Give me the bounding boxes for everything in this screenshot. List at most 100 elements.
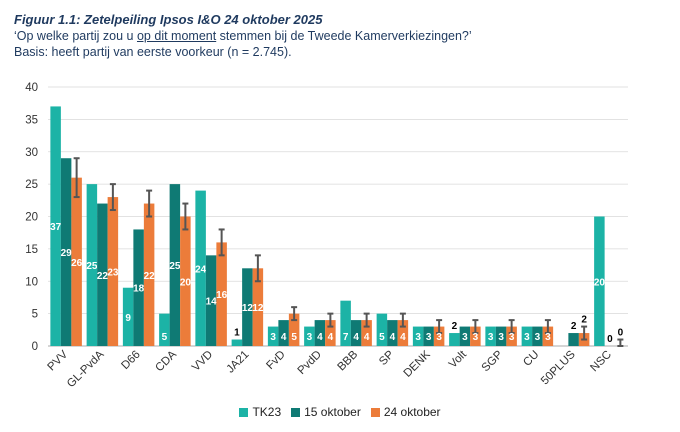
data-label: 4 (390, 332, 396, 343)
x-tick-label: FvD (264, 349, 287, 372)
bar-TK23-SGP (485, 326, 496, 346)
bar-15-oktober-DENK (423, 326, 434, 346)
y-tick-label: 0 (32, 341, 38, 353)
x-tick-label: SP (377, 348, 397, 368)
bar-15-oktober-Volt (459, 326, 471, 346)
y-tick-label: 40 (25, 82, 38, 94)
bar-24-oktober-PvdD (325, 320, 336, 346)
x-tick-label: GL-PvdA (65, 348, 107, 390)
legend-label: 24 oktober (383, 405, 441, 419)
data-label: 3 (415, 332, 421, 343)
bar-24-oktober-D66 (143, 203, 155, 346)
x-tick-label: D66 (119, 349, 142, 372)
data-label: 37 (50, 222, 62, 233)
bar-24-oktober-SP (397, 320, 409, 346)
data-label: 3 (524, 332, 530, 343)
data-label: 5 (379, 332, 385, 343)
data-label: 0 (618, 328, 624, 339)
legend-swatch (291, 408, 301, 417)
bar-TK23-FvD (267, 326, 279, 346)
bar-TK23-PvdD (304, 326, 315, 346)
bar-24-oktober-VVD (216, 242, 227, 346)
bar-24-oktober-GL-PvdA (107, 197, 119, 346)
bar-TK23-VVD (195, 190, 206, 346)
data-label: 3 (509, 332, 515, 343)
data-label: 4 (317, 332, 323, 343)
legend-item: 15 oktober (291, 405, 361, 419)
data-label: 3 (270, 332, 276, 343)
bar-15-oktober-VVD (205, 255, 217, 346)
y-tick-label: 5 (32, 309, 38, 321)
legend-label: 15 oktober (304, 405, 361, 419)
data-label: 14 (206, 297, 218, 308)
bar-15-oktober-GL-PvdA (97, 203, 108, 346)
chart-legend: TK23 15 oktober 24 oktober (0, 405, 680, 419)
bar-15-oktober-BBB (350, 320, 362, 346)
chart-question: ‘Op welke partij zou u op dit moment ste… (14, 28, 674, 44)
data-label: 2 (581, 315, 587, 326)
chart-header: Figuur 1.1: Zetelpeiling Ipsos I&O 24 ok… (14, 11, 674, 60)
data-label: 3 (426, 332, 432, 343)
legend-swatch (370, 408, 380, 417)
x-tick-label: VVD (190, 349, 215, 374)
legend-item: TK23 (239, 405, 281, 419)
data-label: 29 (61, 248, 73, 259)
chart-title: Figuur 1.1: Zetelpeiling Ipsos I&O 24 ok… (14, 12, 323, 27)
x-tick-label: NSC (588, 349, 614, 375)
data-label: 3 (535, 332, 541, 343)
data-label: 5 (162, 332, 168, 343)
legend-item: 24 oktober (370, 405, 441, 419)
bar-TK23-CDA (159, 313, 170, 346)
x-tick-label: JA21 (224, 349, 251, 376)
x-tick-label: DENK (402, 348, 433, 379)
data-label: 26 (71, 258, 83, 269)
data-label: 18 (133, 284, 145, 295)
data-label: 25 (169, 261, 181, 272)
x-tick-label: CU (521, 349, 541, 369)
data-label: 3 (473, 332, 479, 343)
question-underlined: op dit moment (136, 29, 217, 43)
data-label: 2 (452, 321, 458, 332)
bar-15-oktober-JA21 (242, 268, 253, 346)
x-tick-label: Volt (447, 348, 470, 371)
bar-15-oktober-D66 (133, 229, 144, 346)
bar-24-oktober-DENK (433, 326, 445, 346)
bar-24-oktober-Volt (470, 326, 481, 346)
x-tick-label: PvdD (296, 349, 324, 377)
bar-TK23-D66 (122, 287, 134, 346)
chart-basis: Basis: heeft partij van eerste voorkeur … (14, 45, 292, 59)
bar-24-oktober-CU (542, 326, 554, 346)
legend-label: TK23 (252, 405, 282, 419)
data-label: 3 (462, 332, 468, 343)
bar-TK23-Volt (449, 333, 460, 346)
data-label: 22 (97, 271, 109, 282)
bar-TK23-CU (521, 326, 533, 346)
bar-15-oktober-CDA (169, 184, 181, 346)
bar-15-oktober-PvdD (314, 320, 326, 346)
bar-24-oktober-CDA (180, 216, 191, 346)
y-tick-label: 20 (25, 212, 38, 224)
x-tick-label: PVV (45, 348, 70, 373)
data-label: 4 (281, 332, 287, 343)
data-label: 2 (571, 321, 577, 332)
bar-15-oktober-PVV (60, 158, 72, 346)
data-label: 23 (107, 268, 119, 279)
data-label: 12 (252, 303, 264, 314)
data-label: 3 (436, 332, 442, 343)
bar-TK23-DENK (412, 326, 424, 346)
data-label: 4 (364, 332, 370, 343)
data-label: 3 (545, 332, 551, 343)
data-label: 3 (498, 332, 504, 343)
bar-24-oktober-JA21 (252, 268, 264, 346)
data-label: 4 (400, 332, 406, 343)
bar-TK23-GL-PvdA (86, 184, 98, 346)
y-tick-label: 10 (25, 276, 38, 288)
data-label: 16 (216, 290, 228, 301)
data-label: 1 (234, 328, 240, 339)
question-after: stemmen bij de Tweede Kamerverkiezingen?… (216, 29, 472, 43)
data-label: 4 (353, 332, 359, 343)
bar-15-oktober-SP (387, 320, 398, 346)
data-label: 0 (607, 334, 613, 345)
bar-15-oktober-50PLUS (568, 333, 579, 346)
bar-24-oktober-FvD (288, 313, 300, 346)
